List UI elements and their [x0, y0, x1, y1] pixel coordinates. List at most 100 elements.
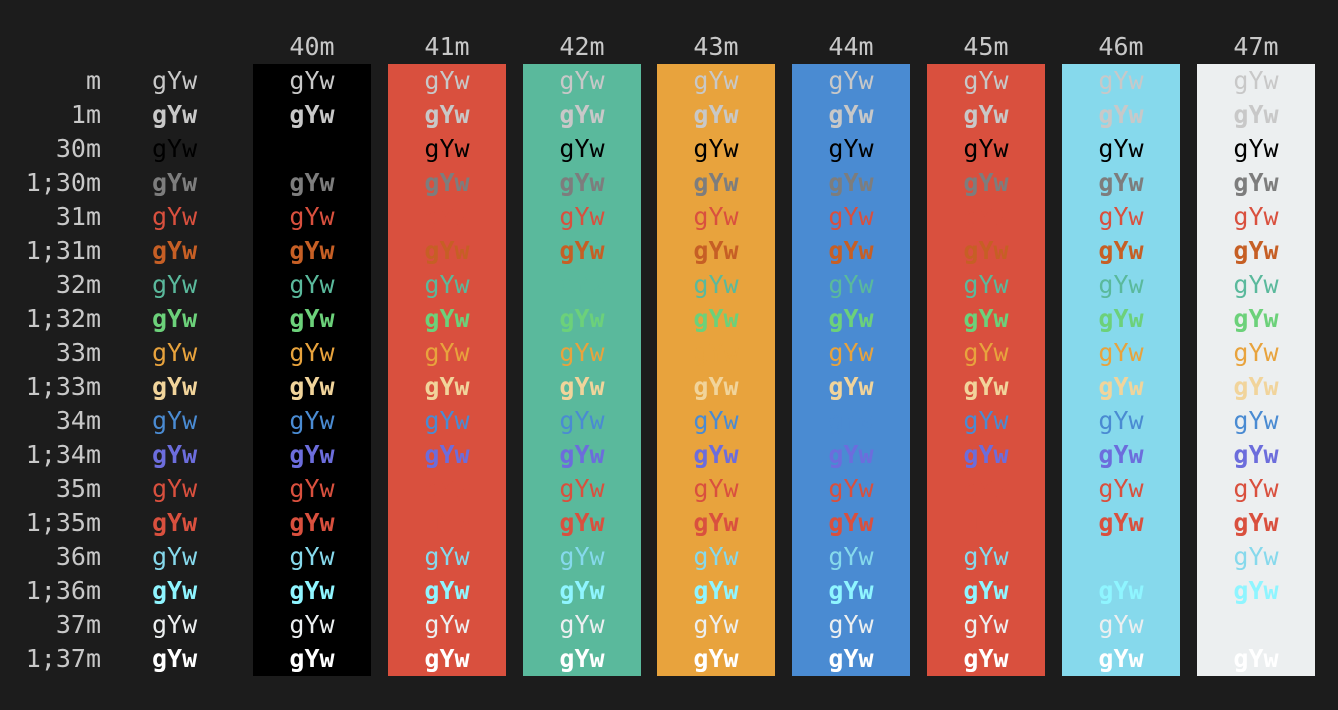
sample-cell: gYw: [1233, 134, 1279, 163]
sample-cell-default-bg: gYw: [152, 610, 198, 639]
sample-cell: gYw: [289, 644, 335, 673]
sample-cell: gYw: [963, 270, 1009, 299]
sample-cell: gYw: [693, 304, 739, 333]
row-label: 1;37m: [25, 644, 101, 673]
row-label: 33m: [55, 338, 101, 367]
sample-cell: gYw: [1098, 168, 1144, 197]
sample-cell: gYw: [1098, 338, 1144, 367]
sample-cell: gYw: [1233, 66, 1279, 95]
sample-cell: gYw: [963, 168, 1009, 197]
background-column-45m: [927, 64, 1045, 676]
sample-cell-default-bg: gYw: [152, 542, 198, 571]
sample-cell: gYw: [289, 406, 335, 435]
sample-cell: gYw: [828, 304, 874, 333]
sample-cell: gYw: [1098, 440, 1144, 469]
sample-cell: gYw: [289, 474, 335, 503]
header-47m: 47m: [1233, 32, 1279, 61]
sample-cell: gYw: [424, 236, 470, 265]
sample-cell: gYw: [963, 644, 1009, 673]
sample-cell: gYw: [963, 508, 1009, 537]
sample-cell: gYw: [424, 440, 470, 469]
sample-cell: gYw: [693, 440, 739, 469]
sample-cell: gYw: [963, 372, 1009, 401]
sample-cell: gYw: [1098, 610, 1144, 639]
sample-cell-default-bg: gYw: [152, 236, 198, 265]
sample-cell: gYw: [424, 372, 470, 401]
sample-cell: gYw: [693, 270, 739, 299]
sample-cell: gYw: [559, 576, 605, 605]
sample-cell: gYw: [828, 270, 874, 299]
sample-cell: gYw: [963, 610, 1009, 639]
sample-cell: gYw: [1098, 576, 1144, 605]
sample-cell: gYw: [289, 542, 335, 571]
sample-cell-default-bg: gYw: [152, 474, 198, 503]
sample-cell: gYw: [963, 338, 1009, 367]
sample-cell: gYw: [1233, 100, 1279, 129]
row-label: 31m: [55, 202, 101, 231]
row-label: 1;32m: [25, 304, 101, 333]
sample-cell: gYw: [559, 542, 605, 571]
row-label: 1m: [70, 100, 101, 129]
background-column-41m: [388, 64, 506, 676]
row-label: 1;33m: [25, 372, 101, 401]
background-column-46m: [1062, 64, 1180, 676]
sample-cell-default-bg: gYw: [152, 270, 198, 299]
header-40m: 40m: [289, 32, 335, 61]
sample-cell-default-bg: gYw: [152, 134, 198, 163]
sample-cell: gYw: [693, 508, 739, 537]
sample-cell: gYw: [828, 66, 874, 95]
sample-cell: gYw: [289, 338, 335, 367]
sample-cell: gYw: [693, 542, 739, 571]
sample-cell: gYw: [559, 508, 605, 537]
sample-cell: gYw: [289, 576, 335, 605]
sample-cell: gYw: [963, 134, 1009, 163]
sample-cell-default-bg: gYw: [152, 372, 198, 401]
sample-cell-default-bg: gYw: [152, 508, 198, 537]
sample-cell: gYw: [693, 168, 739, 197]
sample-cell: gYw: [1098, 474, 1144, 503]
sample-cell: gYw: [828, 168, 874, 197]
sample-cell-default-bg: gYw: [152, 576, 198, 605]
sample-cell: gYw: [828, 338, 874, 367]
sample-cell: gYw: [1098, 508, 1144, 537]
sample-cell: gYw: [289, 508, 335, 537]
header-43m: 43m: [693, 32, 739, 61]
background-column-43m: [657, 64, 775, 676]
sample-cell: gYw: [289, 304, 335, 333]
sample-cell: gYw: [559, 644, 605, 673]
row-label: 1;36m: [25, 576, 101, 605]
header-45m: 45m: [963, 32, 1009, 61]
sample-cell: gYw: [1098, 134, 1144, 163]
sample-cell-default-bg: gYw: [152, 440, 198, 469]
sample-cell: gYw: [963, 406, 1009, 435]
sample-cell-default-bg: gYw: [152, 66, 198, 95]
sample-cell: gYw: [1233, 168, 1279, 197]
sample-cell: gYw: [1233, 406, 1279, 435]
sample-cell: gYw: [1233, 338, 1279, 367]
background-column-42m: [523, 64, 641, 676]
header-46m: 46m: [1098, 32, 1144, 61]
sample-cell: gYw: [1233, 474, 1279, 503]
sample-cell: gYw: [289, 236, 335, 265]
sample-cell: gYw: [559, 168, 605, 197]
sample-cell: gYw: [693, 338, 739, 367]
sample-cell-default-bg: gYw: [152, 168, 198, 197]
sample-cell: gYw: [693, 644, 739, 673]
sample-cell: gYw: [1098, 406, 1144, 435]
sample-cell: gYw: [559, 406, 605, 435]
row-label: 34m: [55, 406, 101, 435]
sample-cell: gYw: [559, 202, 605, 231]
sample-cell-default-bg: gYw: [152, 202, 198, 231]
sample-cell: gYw: [828, 236, 874, 265]
sample-cell: gYw: [828, 440, 874, 469]
sample-cell: gYw: [828, 508, 874, 537]
background-column-47m: [1197, 64, 1315, 676]
sample-cell: gYw: [1233, 304, 1279, 333]
sample-cell: gYw: [424, 508, 470, 537]
sample-cell: gYw: [693, 474, 739, 503]
sample-cell: gYw: [693, 134, 739, 163]
sample-cell: gYw: [1233, 440, 1279, 469]
sample-cell: gYw: [424, 474, 470, 503]
row-label: 37m: [55, 610, 101, 639]
sample-cell: gYw: [828, 202, 874, 231]
